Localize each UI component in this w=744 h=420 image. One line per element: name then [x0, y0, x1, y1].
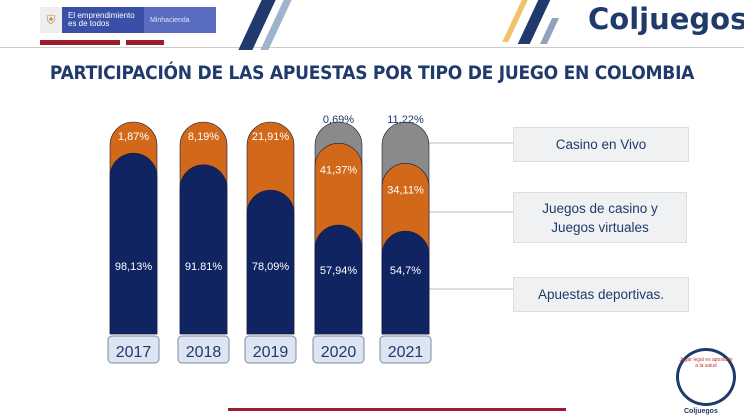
year-box — [312, 335, 365, 364]
data-label-apuestas: 54,7% — [390, 265, 421, 277]
decor-stripe — [40, 40, 120, 45]
data-label-casino: 1,87% — [118, 131, 149, 143]
header-divider — [0, 47, 744, 48]
bar-segment-apuestas-deportivas — [109, 152, 158, 335]
data-label-apuestas: 57,94% — [320, 265, 358, 277]
legend-juegos-casino: Juegos de casino y Juegos virtuales — [513, 192, 687, 243]
x-tick-label: 2018 — [186, 344, 222, 361]
x-tick-label: 2019 — [253, 344, 289, 361]
chart-title: PARTICIPACIÓN DE LAS APUESTAS POR TIPO D… — [49, 62, 695, 84]
seal-brand: Coljuegos — [684, 408, 718, 415]
data-label-casino: 41,37% — [320, 164, 358, 176]
legend-apuestas-deportivas: Apuestas deportivas. — [513, 277, 689, 312]
government-banner: ⛨ El emprendimiento es de todos Minhacie… — [40, 7, 216, 33]
data-label-casino-vivo: 11,22% — [387, 114, 424, 126]
seal-text: Jugar legal es apostarle a la salud — [679, 357, 733, 369]
data-label-apuestas: 91.81% — [185, 261, 223, 273]
year-box — [244, 335, 297, 364]
x-tick-label: 2021 — [388, 344, 424, 361]
gov-slogan: El emprendimiento es de todos — [68, 11, 135, 28]
coljuegos-logo: Coljuegos — [588, 2, 744, 36]
footer-stripe — [228, 408, 566, 411]
decor-stripe — [126, 40, 164, 45]
bar-segment-apuestas-deportivas — [246, 189, 295, 335]
bar-segment-apuestas-deportivas — [314, 224, 363, 335]
responsible-gaming-seal: Jugar legal es apostarle a la salud — [676, 348, 736, 406]
data-label-apuestas: 98,13% — [115, 261, 153, 273]
year-box — [107, 335, 160, 364]
data-label-casino-vivo: 0,69% — [323, 114, 354, 126]
data-label-casino: 21,91% — [252, 131, 290, 143]
bar-segment-apuestas-deportivas — [381, 230, 430, 335]
x-tick-label: 2017 — [116, 344, 152, 361]
data-label-apuestas: 78,09% — [252, 261, 290, 273]
year-box — [177, 335, 230, 364]
data-label-casino: 34,11% — [387, 184, 424, 196]
bar-segment-apuestas-deportivas — [179, 164, 228, 335]
colombia-crest-icon: ⛨ — [40, 7, 62, 33]
x-tick-label: 2020 — [321, 344, 357, 361]
gov-ministry: Minhacienda — [144, 7, 216, 33]
data-label-casino: 8,19% — [188, 131, 219, 143]
legend-casino-en-vivo: Casino en Vivo — [513, 127, 689, 162]
year-box — [379, 335, 432, 364]
